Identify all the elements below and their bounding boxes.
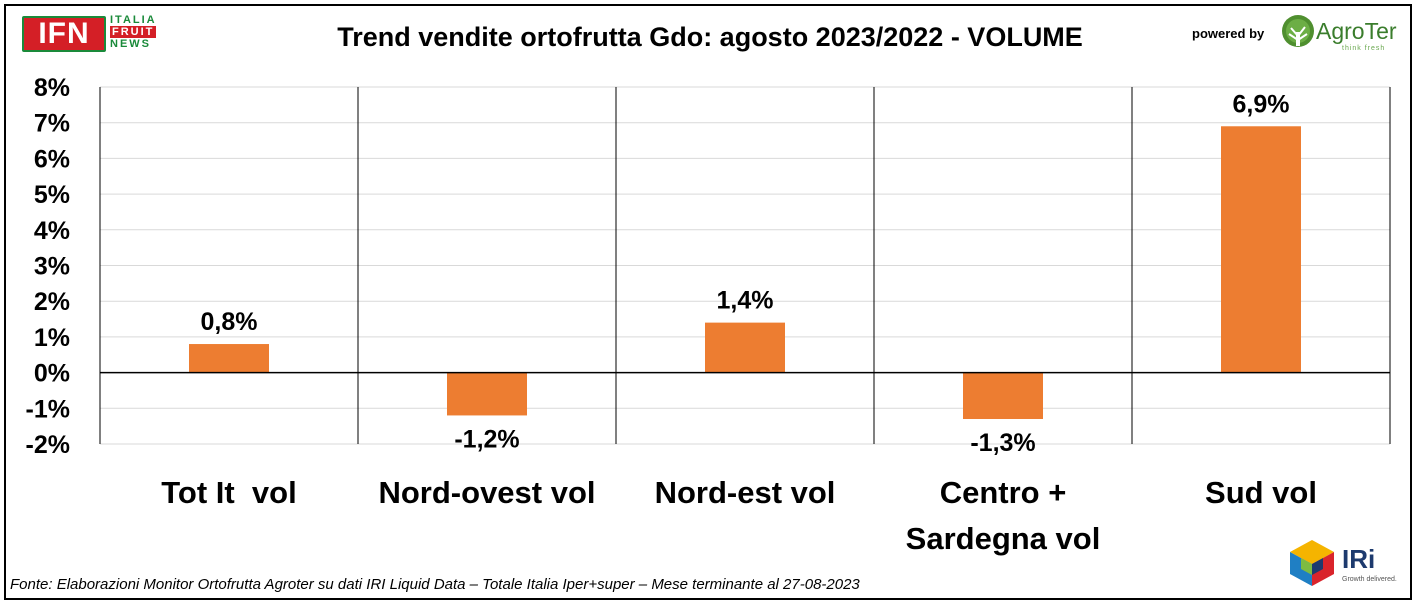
bar (1221, 126, 1301, 373)
agroter-logo: AgroTer think fresh (1280, 12, 1406, 58)
ifn-logo-words: ITALIA FRUIT NEWS (110, 14, 170, 50)
data-label: 1,4% (717, 287, 774, 315)
chart-frame (4, 4, 1412, 600)
category-separators (99, 87, 1391, 444)
y-tick-label: 8% (34, 74, 70, 102)
y-tick-label: 5% (34, 181, 70, 209)
ifn-logo-letters: IFN (22, 16, 106, 52)
ifn-word-italia: ITALIA (110, 14, 157, 26)
iri-logo: IRi Growth delivered. (1288, 538, 1408, 592)
y-tick-label: -1% (26, 395, 70, 423)
y-tick-label: 0% (34, 360, 70, 388)
y-tick-label: 7% (34, 110, 70, 138)
agroter-name: AgroTer (1316, 18, 1397, 44)
iri-tagline: Growth delivered. (1342, 576, 1397, 583)
category-label: Nord-est vol (655, 475, 836, 510)
ifn-word-fruit: FRUIT (110, 26, 157, 38)
bar (963, 372, 1043, 420)
iri-cube-icon (1290, 540, 1334, 586)
bar (705, 322, 785, 373)
category-label: Sud vol (1205, 475, 1317, 510)
y-tick-label: -2% (26, 431, 70, 459)
bar (189, 344, 269, 373)
data-label: -1,2% (454, 425, 519, 453)
category-label: Sardegna vol (906, 521, 1101, 556)
y-tick-label: 3% (34, 253, 70, 281)
ifn-logo: IFN ITALIA FRUIT NEWS (22, 14, 172, 56)
y-tick-label: 1% (34, 324, 70, 352)
powered-by-label: powered by (1192, 26, 1265, 41)
y-tick-label: 2% (34, 288, 70, 316)
iri-name: IRi (1342, 544, 1376, 574)
bars (189, 126, 1301, 420)
agroter-tagline: think fresh (1342, 45, 1386, 52)
category-label: Centro + (940, 475, 1067, 510)
bar (447, 372, 527, 416)
gridlines (100, 86, 1390, 445)
data-label: 6,9% (1233, 90, 1290, 118)
y-tick-labels: -2% -1% 0% 1% 2% 3% 4% 5% 6% 7% 8% (26, 74, 70, 459)
chart-title: Trend vendite ortofrutta Gdo: agosto 202… (337, 22, 1083, 52)
tree-icon (1282, 15, 1314, 47)
source-note: Fonte: Elaborazioni Monitor Ortofrutta A… (10, 576, 860, 593)
y-tick-label: 4% (34, 217, 70, 245)
data-label: -1,3% (970, 429, 1035, 457)
data-label: 0,8% (201, 308, 258, 336)
ifn-word-news: NEWS (110, 38, 151, 50)
category-label: Tot It vol (161, 475, 296, 510)
y-tick-label: 6% (34, 145, 70, 173)
category-label: Nord-ovest vol (378, 475, 595, 510)
category-labels: Tot It vol Nord-ovest vol Nord-est vol Cent… (161, 475, 1317, 556)
data-labels: 0,8% -1,2% 1,4% -1,3% 6,9% (201, 90, 1290, 457)
